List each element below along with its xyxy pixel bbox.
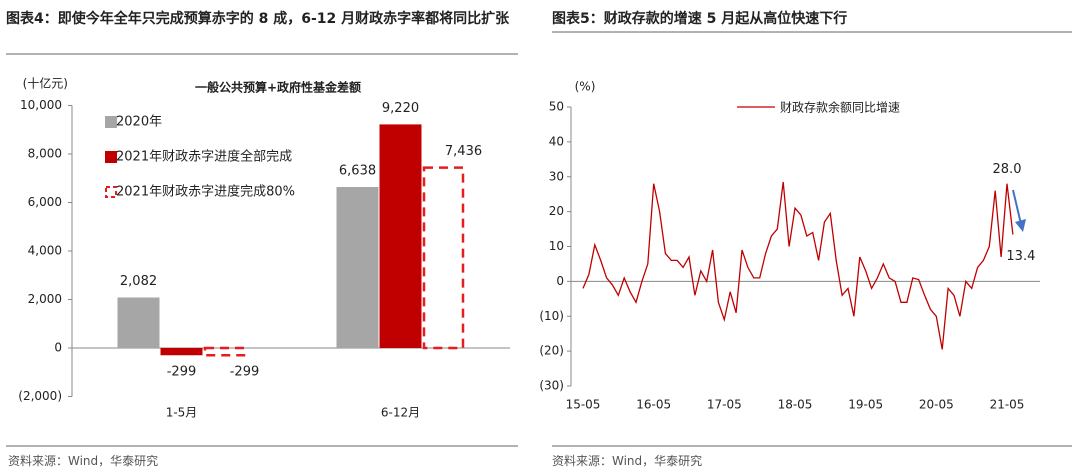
arrow (1012, 189, 1022, 225)
x-tick-label: 19-05 (848, 398, 883, 412)
y-tick-label: 0 (556, 274, 564, 288)
value-label: 13.4 (1006, 249, 1035, 264)
legend-swatch (105, 151, 117, 163)
source: 资料来源：Wind，华泰研究 (552, 454, 703, 468)
y-tick-label: 2,000 (28, 292, 62, 306)
bar (422, 166, 465, 350)
y-tick-label: 50 (549, 100, 564, 114)
y-tick-label: 4,000 (28, 244, 62, 258)
value-label: 2,082 (120, 274, 157, 289)
value-label: 9,220 (382, 101, 419, 116)
bar (160, 348, 203, 356)
bar (203, 346, 246, 357)
legend-label: 2021年财政赤字进度全部完成 (116, 149, 292, 165)
legend-label: 2020年 (116, 115, 162, 130)
caption: 图表5：财政存款的增速 5 月起从高位快速下行 (552, 11, 848, 27)
bar (379, 124, 422, 348)
bar (117, 297, 160, 348)
y-tick-label: 10,000 (20, 98, 62, 112)
y-tick-label: 8,000 (28, 147, 62, 161)
legend-label: 2021年财政赤字进度完成80% (116, 184, 295, 200)
caption: 图表4：即使今年全年只完成预算赤字的 8 成，6-12 月财政赤字率都将同比扩张 (6, 11, 510, 27)
x-tick-label: 6-12月 (381, 406, 420, 420)
y-tick-label: (10) (539, 309, 564, 323)
legend-label: 财政存款余额同比增速 (780, 100, 900, 115)
x-tick-label: 21-05 (990, 398, 1025, 412)
x-tick-label: 16-05 (636, 398, 671, 412)
y-tick-label: 0 (54, 341, 62, 355)
source: 资料来源：Wind，华泰研究 (8, 454, 159, 468)
value-label: -299 (167, 365, 197, 380)
arrow-head (1015, 219, 1026, 232)
y-unit: (%) (575, 80, 596, 94)
chart-title: 一般公共预算+政府性基金差额 (195, 80, 361, 95)
value-label: 6,638 (339, 164, 376, 179)
x-tick-label: 17-05 (707, 398, 742, 412)
y-tick-label: (30) (539, 379, 564, 393)
value-label: 28.0 (993, 162, 1022, 177)
bar (336, 187, 379, 348)
y-tick-label: (2,000) (18, 389, 62, 403)
value-label: -299 (230, 365, 260, 380)
y-tick-label: 20 (549, 204, 564, 218)
x-tick-label: 15-05 (566, 398, 601, 412)
legend-swatch (105, 116, 117, 128)
y-tick-label: 40 (549, 134, 564, 148)
x-tick-label: 1-5月 (166, 406, 198, 420)
y-tick-label: 6,000 (28, 195, 62, 209)
y-tick-label: 30 (549, 169, 564, 183)
y-unit: (十亿元) (23, 76, 68, 91)
x-tick-label: 18-05 (778, 398, 813, 412)
y-tick-label: (20) (539, 344, 564, 358)
legend-swatch (105, 186, 117, 198)
line (582, 181, 1014, 350)
x-tick-label: 20-05 (919, 398, 954, 412)
y-tick-label: 10 (549, 239, 564, 253)
value-label: 7,436 (445, 144, 482, 159)
